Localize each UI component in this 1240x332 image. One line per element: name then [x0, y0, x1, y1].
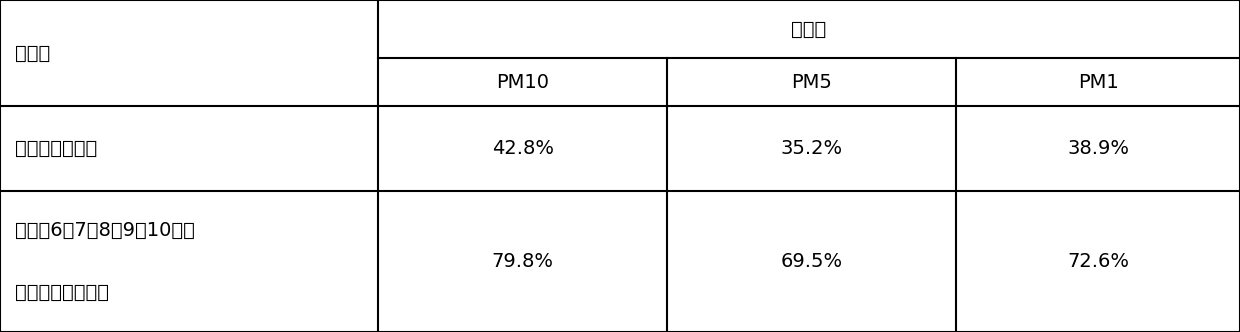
Text: 除尘剂: 除尘剂: [15, 43, 50, 63]
Text: 42.8%: 42.8%: [491, 139, 553, 158]
Text: 38.9%: 38.9%: [1066, 139, 1128, 158]
Text: 72.6%: 72.6%: [1066, 252, 1128, 271]
Text: 除尘率: 除尘率: [791, 20, 827, 39]
Text: PM1: PM1: [1078, 73, 1118, 92]
Text: PM5: PM5: [791, 73, 832, 92]
Text: PM10: PM10: [496, 73, 549, 92]
Text: 传统表面活性剂: 传统表面活性剂: [15, 139, 97, 158]
Text: 实施例6、7、8、9或10制备: 实施例6、7、8、9或10制备: [15, 221, 195, 240]
Text: 79.8%: 79.8%: [491, 252, 553, 271]
Text: 69.5%: 69.5%: [780, 252, 843, 271]
Text: 35.2%: 35.2%: [780, 139, 843, 158]
Text: 的除尘脱硝活性剂: 的除尘脱硝活性剂: [15, 283, 109, 302]
